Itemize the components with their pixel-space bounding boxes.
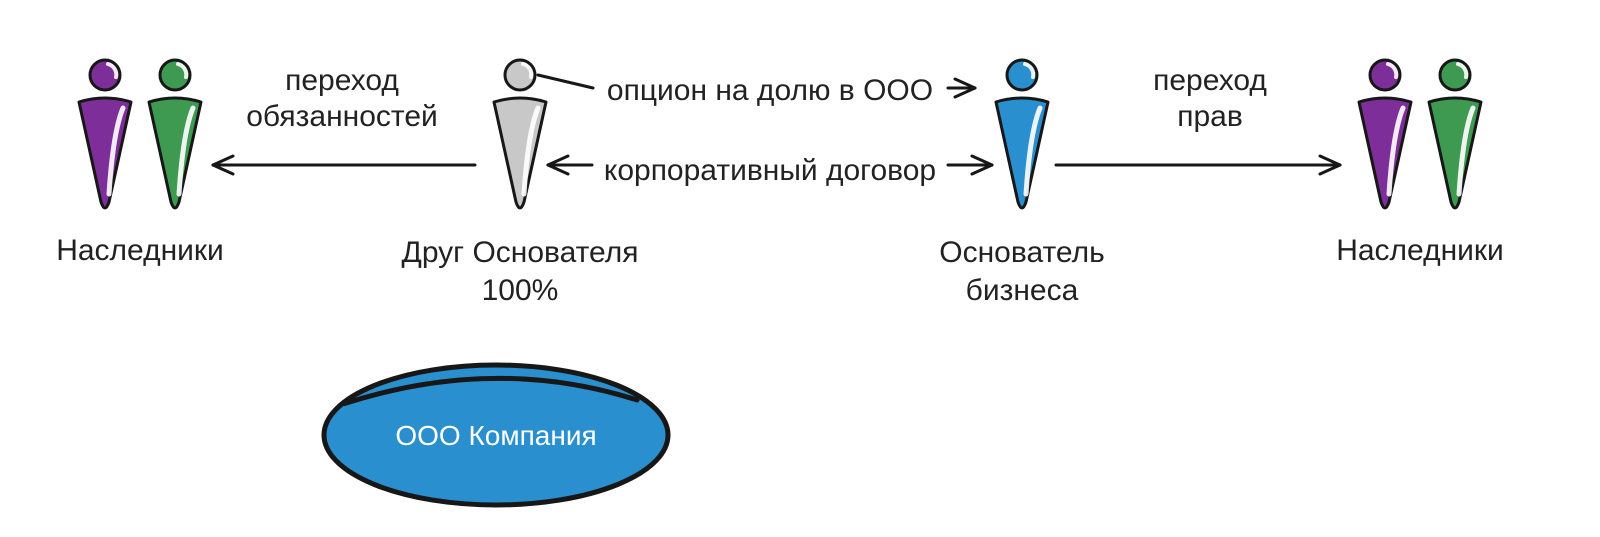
edge-label: корпоративный договор <box>604 154 936 187</box>
founder-figure-0 <box>996 60 1048 208</box>
edge-label: переход <box>1153 64 1267 97</box>
heirs-right-label: Наследники <box>1336 234 1504 267</box>
heirs-left-label: Наследники <box>56 234 224 267</box>
arrow-founder-to-heirs-right <box>1056 156 1340 174</box>
arrow-friend-to-heirs-left <box>213 156 475 174</box>
heirs-right-figure-0 <box>1359 60 1411 208</box>
arrow-corp-left <box>548 156 592 174</box>
edge-label: прав <box>1177 100 1243 133</box>
friend-figure-0 <box>494 60 546 208</box>
founder-label-2: бизнеса <box>966 274 1079 307</box>
heirs-left-figure-0 <box>79 60 131 208</box>
arrow-corp-right <box>948 156 992 174</box>
company-label: ООО Компания <box>395 420 596 451</box>
edge-label: обязанностей <box>246 100 438 133</box>
founder-label: Основатель <box>939 236 1104 269</box>
diagram-canvas: переходобязанностейопцион на долю в ОООк… <box>0 0 1600 537</box>
friend-label: Друг Основателя <box>402 236 639 269</box>
edge-label: опцион на долю в ООО <box>607 74 933 107</box>
arrow-option-to-founder <box>948 79 975 97</box>
heirs-right-figure-1 <box>1429 60 1481 208</box>
heirs-left-figure-1 <box>149 60 201 208</box>
edge-label: переход <box>285 64 399 97</box>
friend-label-pct: 100% <box>482 274 559 307</box>
